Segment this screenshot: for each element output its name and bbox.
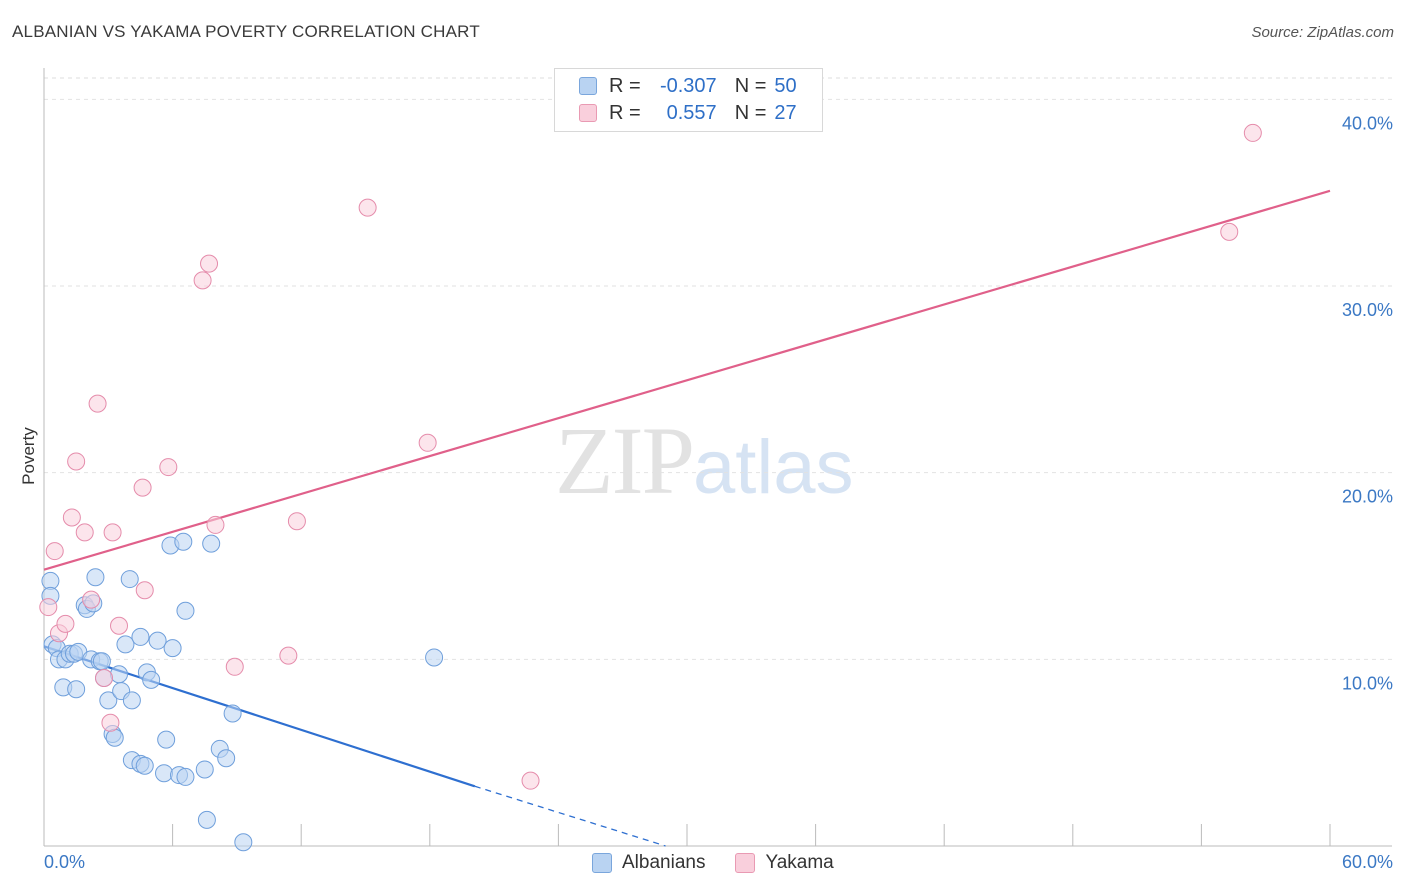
y-tick-label: 30.0% <box>1342 300 1393 320</box>
albanians-point <box>176 601 195 620</box>
y-tick-label: 10.0% <box>1342 673 1393 693</box>
source-attribution: Source: ZipAtlas.com <box>1251 24 1394 41</box>
x-tick-label-min: 0.0% <box>44 852 85 872</box>
albanians-point <box>157 730 176 749</box>
yakama-point <box>206 515 225 534</box>
tick-labels: 10.0% 20.0% 30.0% 40.0% 0.0% 60.0% Poverty <box>19 113 1393 872</box>
y-axis-title: Poverty <box>19 427 38 485</box>
albanians-swatch <box>579 77 597 95</box>
albanians-point <box>142 670 161 689</box>
watermark-atlas: atlas <box>693 425 854 510</box>
yakama-point <box>1220 222 1239 241</box>
yakama-point <box>103 523 122 542</box>
yakama-point <box>279 646 298 665</box>
albanians-n-value: 50 <box>774 74 797 97</box>
yakama-point <box>135 581 154 600</box>
yakama-point <box>39 598 58 617</box>
albanians-point <box>425 648 444 667</box>
yakama-point <box>62 508 81 527</box>
albanians-point <box>92 652 111 671</box>
albanians-point <box>135 756 154 775</box>
albanians-point <box>217 749 236 768</box>
albanians-point <box>131 627 150 646</box>
albanians-point <box>155 764 174 783</box>
yakama-point <box>75 523 94 542</box>
gridlines <box>44 77 1392 660</box>
n-label: N = <box>734 101 767 124</box>
chart-title: ALBANIAN VS YAKAMA POVERTY CORRELATION C… <box>12 22 480 41</box>
yakama-point <box>110 616 129 635</box>
albanians-point <box>105 728 124 747</box>
albanians-point <box>176 767 195 786</box>
albanians-point <box>67 680 86 699</box>
yakama-point <box>418 433 437 452</box>
yakama-point <box>45 542 64 561</box>
yakama-point <box>133 478 152 497</box>
yakama-point <box>358 198 377 217</box>
axes <box>43 68 1392 847</box>
albanians-point <box>110 665 129 684</box>
n-label: N = <box>734 74 767 97</box>
yakama-legend-label: Yakama <box>765 852 834 873</box>
x-tick-label-max: 60.0% <box>1342 852 1393 872</box>
albanians-point <box>148 631 167 650</box>
legend-row-albanians: R = -0.307 N = 50 <box>579 73 797 99</box>
albanians-point <box>202 534 221 553</box>
legend-row-yakama: R = 0.557 N = 27 <box>579 100 797 126</box>
yakama-legend-swatch <box>735 853 756 873</box>
albanians-point <box>163 639 182 658</box>
albanians-point <box>116 635 135 654</box>
yakama-point <box>95 669 114 687</box>
y-tick-label: 20.0% <box>1342 487 1393 507</box>
legend-item-albanians[interactable]: Albanians <box>592 852 705 874</box>
yakama-point <box>159 458 178 477</box>
watermark: ZIPatlas <box>555 405 854 516</box>
yakama-n-value: 27 <box>774 101 797 124</box>
r-label: R = <box>609 101 641 124</box>
albanians-point <box>223 704 242 723</box>
watermark-zip: ZIP <box>555 407 695 514</box>
albanians-trend-extension <box>474 785 666 847</box>
yakama-point <box>225 657 244 676</box>
yakama-trend-line <box>43 189 1331 571</box>
yakama-point <box>521 771 540 790</box>
yakama-point <box>200 254 219 273</box>
yakama-r-value: 0.557 <box>666 101 717 124</box>
yakama-point <box>82 590 101 609</box>
data-points <box>39 123 1262 852</box>
r-label: R = <box>609 74 641 97</box>
legend-item-yakama[interactable]: Yakama <box>735 852 834 874</box>
series-legend: Albanians Yakama <box>592 852 864 874</box>
albanians-point <box>86 568 105 587</box>
albanians-point <box>234 833 253 852</box>
y-tick-label: 40.0% <box>1342 113 1393 133</box>
albanians-r-value: -0.307 <box>659 74 717 97</box>
albanians-point <box>197 810 216 829</box>
albanians-legend-label: Albanians <box>622 852 706 873</box>
albanians-point <box>174 532 193 551</box>
albanians-point <box>120 570 139 589</box>
albanians-point <box>99 691 118 710</box>
albanians-point <box>122 691 141 710</box>
yakama-point <box>287 512 306 531</box>
yakama-point <box>193 271 212 290</box>
yakama-point <box>56 614 75 633</box>
yakama-point <box>67 452 86 471</box>
trend-lines <box>43 189 1331 847</box>
albanians-point <box>195 760 214 779</box>
yakama-swatch <box>579 104 597 122</box>
yakama-point <box>1243 123 1262 142</box>
correlation-legend: R = -0.307 N = 50 R = 0.557 N = 27 <box>554 68 823 132</box>
yakama-point <box>101 713 120 732</box>
yakama-point <box>88 394 107 413</box>
albanians-legend-swatch <box>592 853 612 873</box>
